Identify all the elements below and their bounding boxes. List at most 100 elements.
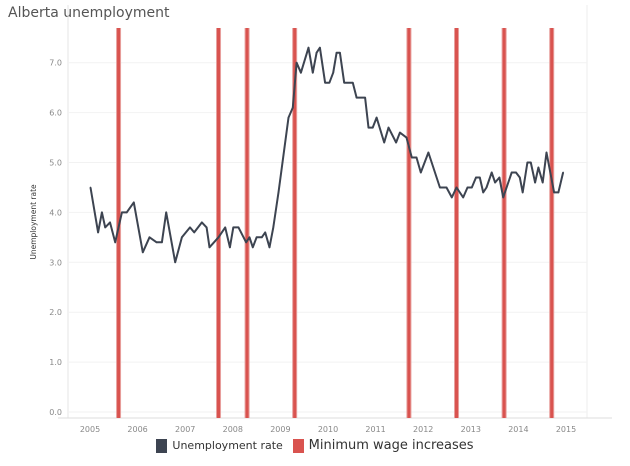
- data-point: [475, 176, 477, 179]
- data-point: [557, 191, 560, 194]
- data-point: [515, 171, 517, 174]
- data-point: [383, 141, 385, 144]
- data-point: [445, 186, 448, 189]
- x-tick-label: 2008: [223, 425, 243, 434]
- data-point: [470, 186, 473, 189]
- legend-label: Minimum wage increases: [308, 438, 474, 453]
- data-point: [502, 196, 504, 199]
- data-point: [229, 246, 231, 249]
- data-point: [291, 106, 294, 109]
- data-point: [494, 181, 496, 184]
- x-tick-label: 2013: [461, 425, 481, 434]
- data-point: [351, 81, 354, 84]
- data-point: [427, 151, 430, 154]
- data-point: [526, 161, 529, 164]
- data-point: [104, 226, 107, 229]
- data-point: [201, 221, 203, 224]
- data-point: [339, 51, 341, 54]
- x-tick-label: 2010: [318, 425, 338, 434]
- data-point: [277, 191, 280, 194]
- data-point: [537, 166, 540, 169]
- data-point: [109, 221, 111, 224]
- data-point: [482, 191, 484, 194]
- legend-item-minimum-wage: Minimum wage increases: [292, 438, 474, 453]
- data-point: [125, 211, 128, 214]
- data-point: [189, 226, 191, 229]
- legend-label: Unemployment rate: [172, 439, 283, 452]
- data-point: [224, 226, 226, 229]
- y-axis-label: Unemployment rate: [29, 184, 38, 260]
- y-tick-label: 3.0: [49, 258, 62, 267]
- data-point: [315, 51, 318, 54]
- x-tick-label: 2005: [80, 425, 100, 434]
- unemployment-series: [89, 46, 565, 264]
- data-point: [205, 226, 208, 229]
- data-point: [485, 186, 488, 189]
- data-point: [541, 181, 544, 184]
- data-point: [268, 246, 271, 249]
- data-point: [300, 71, 302, 74]
- data-point: [510, 171, 513, 174]
- data-point: [395, 141, 397, 144]
- data-point: [255, 236, 258, 239]
- data-point: [562, 171, 564, 174]
- data-point: [462, 196, 464, 199]
- y-tick-label: 0.0: [49, 408, 62, 417]
- data-point: [121, 211, 123, 214]
- y-tick-label: 4.0: [49, 208, 62, 217]
- data-point: [364, 96, 366, 99]
- data-point: [232, 226, 235, 229]
- y-tick-label: 6.0: [49, 109, 62, 118]
- data-point: [148, 236, 151, 239]
- data-point: [405, 136, 408, 139]
- data-point: [332, 71, 335, 74]
- data-point: [245, 241, 247, 244]
- y-tick-label: 2.0: [49, 308, 62, 317]
- x-tick-labels: 2005 2006 2007 2008 2009 2010 2011 2012 2013 2014…: [80, 425, 576, 434]
- data-point: [420, 171, 422, 174]
- data-point: [415, 156, 418, 159]
- data-point: [251, 246, 254, 249]
- data-point: [343, 81, 345, 84]
- data-point: [181, 236, 183, 239]
- data-point: [399, 131, 401, 134]
- x-tick-label: 2009: [270, 425, 290, 434]
- data-point: [208, 246, 211, 249]
- data-point: [307, 46, 310, 49]
- data-point: [367, 126, 370, 129]
- legend-swatch-minimum-wage: [292, 438, 304, 453]
- x-tick-label: 2015: [556, 425, 576, 434]
- x-tick-label: 2006: [127, 425, 147, 434]
- chart-title: Alberta unemployment: [8, 5, 170, 21]
- data-point: [519, 176, 521, 179]
- data-point: [132, 201, 135, 204]
- data-point: [272, 226, 275, 229]
- data-point: [114, 241, 117, 244]
- legend: Unemployment rate Minimum wage increases: [0, 438, 630, 456]
- legend-swatch-unemployment: [156, 438, 168, 453]
- data-point: [455, 186, 458, 189]
- x-tick-label: 2012: [413, 425, 433, 434]
- gridlines: [58, 5, 612, 419]
- data-point: [264, 231, 266, 234]
- data-point: [521, 191, 524, 194]
- data-point: [335, 51, 338, 54]
- minimum-wage-lines: [116, 28, 555, 418]
- data-point: [410, 156, 413, 159]
- unemployment-line: [89, 46, 565, 264]
- data-point: [161, 241, 163, 244]
- data-point: [248, 236, 251, 239]
- data-point: [155, 241, 158, 244]
- data-point: [101, 211, 103, 214]
- data-point: [450, 196, 453, 199]
- data-point: [295, 61, 298, 64]
- data-point: [466, 186, 469, 189]
- data-point: [311, 71, 314, 74]
- data-point: [89, 186, 92, 189]
- y-tick-label: 7.0: [49, 59, 62, 68]
- data-point: [355, 96, 358, 99]
- data-point: [534, 181, 536, 184]
- data-point: [371, 126, 374, 129]
- data-point: [217, 236, 220, 239]
- data-point: [97, 231, 99, 234]
